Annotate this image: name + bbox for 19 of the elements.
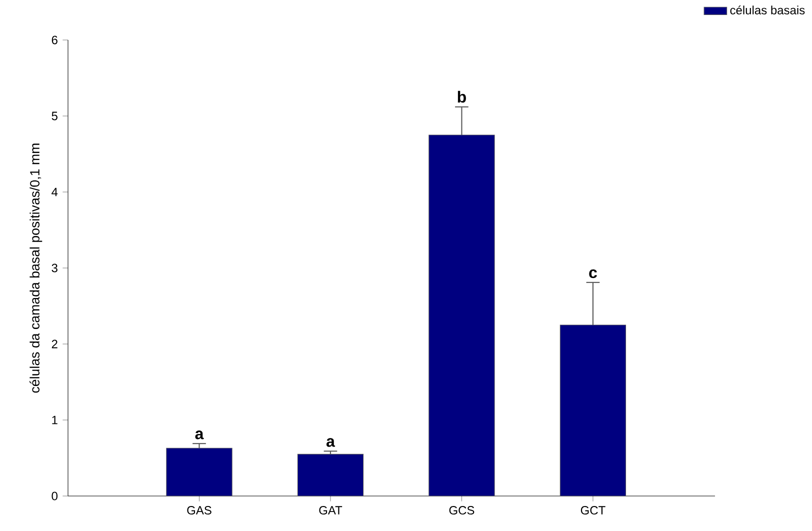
bar [297,454,364,496]
y-tick-label: 0 [52,492,58,500]
annotation: a [195,430,204,440]
x-tick-label: GCT [580,506,606,515]
annotation: b [458,90,466,103]
y-tick-label: 6 [52,36,58,44]
x-tick-label: GCS [449,506,474,515]
y-tick-label: 1 [52,416,58,424]
legend-label: células basais [730,5,805,14]
y-tick-label: 2 [52,340,58,348]
bar [166,448,232,496]
annotation: a [326,438,336,447]
y-tick-label: 4 [52,188,58,196]
y-axis-title: células da camada basal positivas/0,1 mm [30,144,42,393]
y-tick-label: 5 [52,112,58,120]
annotation: c [589,269,597,278]
y-tick-label: 3 [52,264,58,272]
x-tick-label: GAT [319,506,342,515]
x-tick-label: GAS [187,506,212,515]
